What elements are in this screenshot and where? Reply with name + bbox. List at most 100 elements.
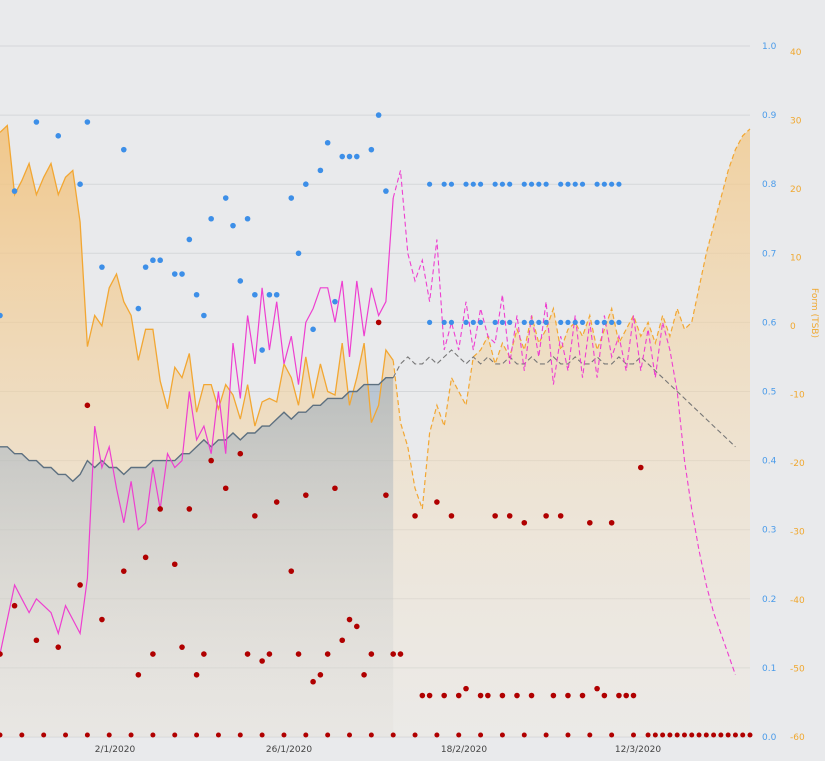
y-form-tick-label: -50 (790, 665, 805, 675)
red-point (587, 732, 593, 738)
blue-point (543, 319, 549, 325)
red-point (332, 485, 338, 492)
blue-point (222, 195, 229, 201)
red-point (347, 732, 353, 738)
blue-point (310, 326, 316, 333)
blue-point (0, 312, 3, 319)
x-tick-label: 2/1/2020 (95, 745, 136, 755)
fatigue-line (0, 197, 394, 655)
blue-point (33, 119, 40, 125)
blue-point (193, 291, 200, 298)
blue-point (230, 222, 236, 229)
red-point (208, 457, 214, 464)
y-form-tick-label: 0 (790, 322, 796, 332)
blue-point (470, 319, 476, 325)
blue-point (150, 257, 156, 264)
blue-point (186, 236, 193, 243)
blue-point (499, 181, 506, 187)
blue-point (11, 188, 18, 194)
red-point (41, 732, 47, 738)
red-point (514, 692, 520, 699)
red-point (368, 651, 375, 657)
tick-layer: 1.0 0.9 0.8 0.7 0.6 0.5 0.4 0.3 0.2 0.1 0.0 40 30 20 1… (95, 42, 805, 755)
red-point (725, 732, 731, 738)
red-point (368, 732, 374, 738)
red-point (652, 732, 658, 738)
red-point (492, 513, 498, 519)
red-point (681, 732, 687, 738)
y-form-tick-label: -20 (790, 459, 805, 469)
form-projection-area (393, 128, 750, 737)
red-point (579, 692, 586, 699)
red-point (667, 732, 673, 738)
red-point (623, 692, 630, 699)
red-point (732, 732, 738, 738)
red-point (703, 732, 709, 738)
red-point (135, 672, 142, 678)
blue-point (120, 146, 127, 153)
red-point (303, 492, 309, 498)
red-point (485, 692, 491, 699)
blue-point (601, 319, 607, 325)
red-point (455, 692, 462, 699)
red-point (448, 513, 455, 519)
blue-point (295, 250, 302, 257)
red-point (150, 651, 156, 657)
red-point (142, 554, 149, 561)
blue-point (383, 188, 389, 194)
red-point (237, 732, 243, 738)
y-inner-tick-label: 0.1 (762, 664, 776, 674)
point-layer (0, 112, 753, 738)
blue-point (332, 298, 338, 305)
y-inner-tick-label: 0.6 (762, 318, 777, 328)
red-point (478, 732, 484, 738)
y-form-tick-label: -30 (790, 528, 805, 538)
red-point (463, 685, 469, 692)
blue-point (84, 119, 91, 125)
red-point (273, 499, 280, 505)
red-point (434, 499, 440, 505)
red-point (295, 651, 302, 657)
red-point (194, 732, 200, 738)
blue-point (521, 181, 527, 187)
y-inner-tick-label: 1.0 (762, 42, 777, 52)
red-point (77, 582, 83, 588)
blue-point (427, 181, 433, 187)
red-point (353, 623, 360, 630)
red-point (106, 732, 112, 738)
blue-point (579, 181, 586, 187)
blue-point (142, 264, 149, 270)
blue-point (616, 319, 622, 325)
blue-point (477, 319, 484, 325)
red-point (193, 672, 200, 678)
red-point (689, 732, 695, 738)
blue-point (594, 319, 600, 325)
blue-point (353, 153, 360, 160)
red-point (528, 692, 535, 699)
blue-point (492, 319, 498, 325)
red-point (310, 678, 316, 685)
blue-point (179, 271, 185, 277)
red-point (740, 732, 746, 738)
red-point (33, 637, 40, 644)
red-point (324, 651, 331, 657)
red-point (55, 644, 62, 650)
red-point (550, 692, 557, 699)
red-point (252, 513, 258, 519)
blue-point (528, 319, 535, 325)
form-line (0, 124, 394, 427)
blue-point (507, 181, 513, 187)
blue-point (317, 167, 324, 174)
blue-point (470, 181, 476, 187)
blue-point (492, 181, 498, 187)
blue-point (572, 319, 578, 325)
red-point (521, 732, 527, 738)
blue-point (543, 181, 549, 187)
red-point (608, 519, 615, 526)
x-tick-label: 26/1/2020 (266, 745, 312, 755)
red-point (84, 402, 91, 409)
red-point (157, 506, 163, 512)
red-point (456, 732, 462, 738)
red-point (0, 651, 3, 657)
